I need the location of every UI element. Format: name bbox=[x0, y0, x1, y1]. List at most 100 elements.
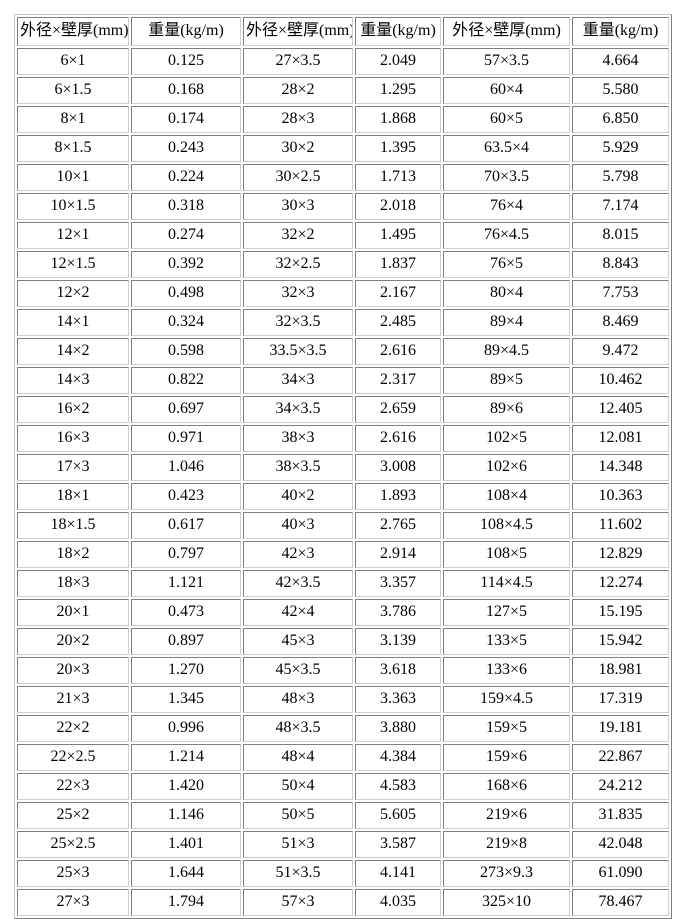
size-cell: 8×1 bbox=[17, 106, 129, 133]
weight-cell: 0.617 bbox=[131, 512, 241, 539]
size-cell: 127×5 bbox=[443, 599, 570, 626]
size-cell: 325×10 bbox=[443, 889, 570, 916]
weight-cell: 15.942 bbox=[572, 628, 669, 655]
size-cell: 30×2 bbox=[243, 135, 353, 162]
weight-cell: 0.274 bbox=[131, 222, 241, 249]
weight-cell: 8.843 bbox=[572, 251, 669, 278]
column-header-6: 重量(kg/m) bbox=[572, 17, 669, 46]
size-cell: 20×3 bbox=[17, 657, 129, 684]
size-cell: 22×2.5 bbox=[17, 744, 129, 771]
table-row: 27×3 1.794 57×3 4.035 325×10 78.467 bbox=[17, 889, 669, 916]
table-row: 10×1 0.224 30×2.5 1.713 70×3.5 5.798 bbox=[17, 164, 669, 191]
weight-cell: 10.462 bbox=[572, 367, 669, 394]
weight-cell: 0.697 bbox=[131, 396, 241, 423]
weight-cell: 0.971 bbox=[131, 425, 241, 452]
weight-cell: 42.048 bbox=[572, 831, 669, 858]
size-cell: 76×4 bbox=[443, 193, 570, 220]
size-cell: 14×3 bbox=[17, 367, 129, 394]
size-cell: 159×4.5 bbox=[443, 686, 570, 713]
weight-cell: 3.008 bbox=[355, 454, 441, 481]
size-cell: 89×4.5 bbox=[443, 338, 570, 365]
weight-cell: 0.797 bbox=[131, 541, 241, 568]
column-header-2: 重量(kg/m) bbox=[131, 17, 241, 46]
size-cell: 22×3 bbox=[17, 773, 129, 800]
table-row: 18×1 0.423 40×2 1.893 108×4 10.363 bbox=[17, 483, 669, 510]
weight-cell: 9.472 bbox=[572, 338, 669, 365]
size-cell: 51×3.5 bbox=[243, 860, 353, 887]
size-cell: 42×3 bbox=[243, 541, 353, 568]
size-cell: 60×5 bbox=[443, 106, 570, 133]
size-cell: 57×3 bbox=[243, 889, 353, 916]
weight-cell: 1.420 bbox=[131, 773, 241, 800]
size-cell: 273×9.3 bbox=[443, 860, 570, 887]
size-cell: 34×3.5 bbox=[243, 396, 353, 423]
size-cell: 168×6 bbox=[443, 773, 570, 800]
weight-cell: 8.469 bbox=[572, 309, 669, 336]
weight-cell: 2.914 bbox=[355, 541, 441, 568]
size-cell: 17×3 bbox=[17, 454, 129, 481]
size-cell: 63.5×4 bbox=[443, 135, 570, 162]
table-row: 18×3 1.121 42×3.5 3.357 114×4.5 12.274 bbox=[17, 570, 669, 597]
weight-cell: 11.602 bbox=[572, 512, 669, 539]
weight-cell: 2.018 bbox=[355, 193, 441, 220]
weight-cell: 15.195 bbox=[572, 599, 669, 626]
table-row: 6×1 0.125 27×3.5 2.049 57×3.5 4.664 bbox=[17, 48, 669, 75]
size-cell: 108×5 bbox=[443, 541, 570, 568]
weight-cell: 1.345 bbox=[131, 686, 241, 713]
weight-cell: 1.121 bbox=[131, 570, 241, 597]
table-row: 17×3 1.046 38×3.5 3.008 102×6 14.348 bbox=[17, 454, 669, 481]
weight-cell: 4.141 bbox=[355, 860, 441, 887]
weight-cell: 12.081 bbox=[572, 425, 669, 452]
weight-cell: 6.850 bbox=[572, 106, 669, 133]
weight-cell: 1.270 bbox=[131, 657, 241, 684]
weight-cell: 1.837 bbox=[355, 251, 441, 278]
weight-cell: 1.401 bbox=[131, 831, 241, 858]
weight-cell: 2.616 bbox=[355, 338, 441, 365]
size-cell: 80×4 bbox=[443, 280, 570, 307]
size-cell: 16×2 bbox=[17, 396, 129, 423]
weight-cell: 0.473 bbox=[131, 599, 241, 626]
size-cell: 89×5 bbox=[443, 367, 570, 394]
weight-cell: 0.598 bbox=[131, 338, 241, 365]
size-cell: 6×1.5 bbox=[17, 77, 129, 104]
weight-cell: 0.423 bbox=[131, 483, 241, 510]
size-cell: 102×5 bbox=[443, 425, 570, 452]
size-cell: 27×3.5 bbox=[243, 48, 353, 75]
size-cell: 76×5 bbox=[443, 251, 570, 278]
size-cell: 42×3.5 bbox=[243, 570, 353, 597]
weight-cell: 12.405 bbox=[572, 396, 669, 423]
weight-cell: 61.090 bbox=[572, 860, 669, 887]
weight-cell: 2.167 bbox=[355, 280, 441, 307]
table-row: 21×3 1.345 48×3 3.363 159×4.5 17.319 bbox=[17, 686, 669, 713]
weight-cell: 8.015 bbox=[572, 222, 669, 249]
size-cell: 89×6 bbox=[443, 396, 570, 423]
weight-cell: 1.794 bbox=[131, 889, 241, 916]
size-cell: 51×3 bbox=[243, 831, 353, 858]
size-cell: 14×2 bbox=[17, 338, 129, 365]
weight-cell: 0.996 bbox=[131, 715, 241, 742]
table-row: 20×2 0.897 45×3 3.139 133×5 15.942 bbox=[17, 628, 669, 655]
table-row: 18×2 0.797 42×3 2.914 108×5 12.829 bbox=[17, 541, 669, 568]
size-cell: 38×3.5 bbox=[243, 454, 353, 481]
weight-cell: 3.587 bbox=[355, 831, 441, 858]
size-cell: 159×6 bbox=[443, 744, 570, 771]
size-cell: 70×3.5 bbox=[443, 164, 570, 191]
weight-cell: 24.212 bbox=[572, 773, 669, 800]
weight-cell: 12.274 bbox=[572, 570, 669, 597]
weight-cell: 3.363 bbox=[355, 686, 441, 713]
weight-cell: 78.467 bbox=[572, 889, 669, 916]
weight-cell: 0.822 bbox=[131, 367, 241, 394]
weight-cell: 5.580 bbox=[572, 77, 669, 104]
page: 外径×壁厚(mm) 重量(kg/m) 外径×壁厚(mm) 重量(kg/m) 外径×壁厚(… bbox=[14, 14, 672, 919]
weight-cell: 3.357 bbox=[355, 570, 441, 597]
column-header-4: 重量(kg/m) bbox=[355, 17, 441, 46]
weight-cell: 0.224 bbox=[131, 164, 241, 191]
weight-cell: 17.319 bbox=[572, 686, 669, 713]
weight-cell: 22.867 bbox=[572, 744, 669, 771]
column-header-3: 外径×壁厚(mm) bbox=[243, 17, 353, 46]
weight-cell: 10.363 bbox=[572, 483, 669, 510]
weight-cell: 0.243 bbox=[131, 135, 241, 162]
size-cell: 30×3 bbox=[243, 193, 353, 220]
table-row: 16×2 0.697 34×3.5 2.659 89×6 12.405 bbox=[17, 396, 669, 423]
weight-cell: 2.616 bbox=[355, 425, 441, 452]
